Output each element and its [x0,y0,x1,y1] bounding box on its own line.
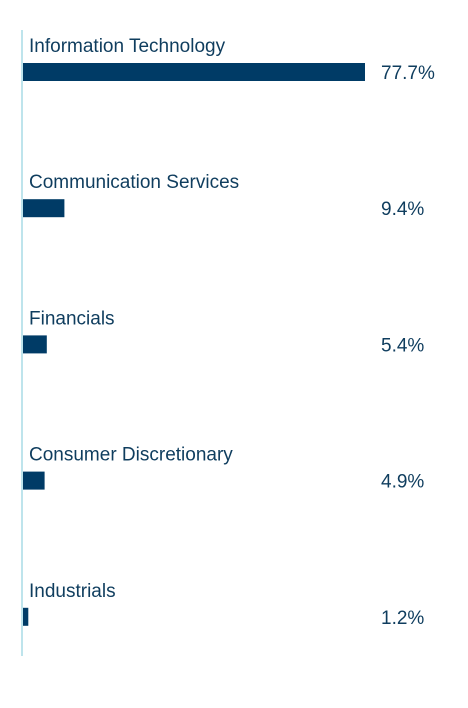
bar-information-technology [23,63,365,81]
bar-industrials [23,607,29,626]
value-label-information-technology: 77.7% [381,63,435,84]
bars-layer: Information Technology 77.7% Communication… [23,36,435,629]
bar-consumer-discretionary [23,471,45,490]
category-label-industrials: Industrials [29,581,116,602]
value-label-industrials: 1.2% [381,608,424,629]
value-label-financials: 5.4% [381,335,424,356]
value-label-consumer-discretionary: 4.9% [381,472,424,493]
bar-communication-services [23,199,65,218]
value-label-communication-services: 9.4% [381,199,424,220]
category-label-information-technology: Information Technology [29,36,226,57]
category-label-consumer-discretionary: Consumer Discretionary [29,445,233,466]
bar-financials [23,335,47,354]
category-label-communication-services: Communication Services [29,172,239,193]
category-label-financials: Financials [29,308,115,329]
